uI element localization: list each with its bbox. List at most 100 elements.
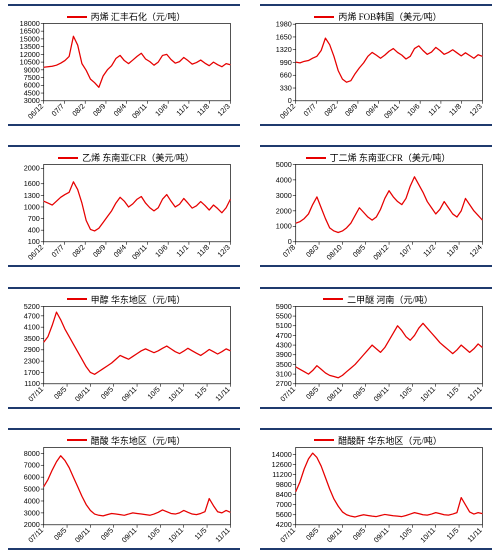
svg-text:08/5: 08/5 <box>304 526 320 542</box>
svg-text:3500: 3500 <box>276 360 292 369</box>
svg-text:08/10: 08/10 <box>325 243 344 262</box>
svg-text:1300: 1300 <box>24 191 40 200</box>
svg-text:3900: 3900 <box>276 350 292 359</box>
svg-text:11/5: 11/5 <box>193 526 209 542</box>
svg-text:11/9: 11/9 <box>445 243 461 259</box>
svg-text:10/6: 10/6 <box>153 102 169 118</box>
svg-text:09/11: 09/11 <box>120 384 139 403</box>
svg-text:10500: 10500 <box>20 58 40 67</box>
svg-text:08/9: 08/9 <box>91 243 107 259</box>
svg-text:5000: 5000 <box>24 484 40 493</box>
svg-text:11/11: 11/11 <box>213 526 231 544</box>
svg-text:1700: 1700 <box>24 368 40 377</box>
series-line <box>296 38 483 82</box>
svg-text:4500: 4500 <box>24 88 40 97</box>
svg-text:10/11: 10/11 <box>166 526 185 545</box>
chart-panel: 二甲醚 河南（元/吨）27003100350039004300470051005… <box>260 287 492 409</box>
svg-text:5200: 5200 <box>24 301 40 310</box>
svg-text:13500: 13500 <box>20 42 40 51</box>
svg-text:07/8: 07/8 <box>281 243 297 259</box>
svg-text:700: 700 <box>28 214 40 223</box>
chart-panel: 丙烯 汇丰石化（元/吨）3000450060007500900010500120… <box>8 4 240 126</box>
svg-text:660: 660 <box>280 71 292 80</box>
svg-text:08/11: 08/11 <box>325 526 344 545</box>
svg-text:10/11: 10/11 <box>418 384 437 403</box>
svg-text:09/11: 09/11 <box>130 243 149 262</box>
svg-text:4000: 4000 <box>24 496 40 505</box>
svg-text:11/8: 11/8 <box>447 102 463 118</box>
svg-text:09/5: 09/5 <box>351 243 367 259</box>
svg-text:3500: 3500 <box>24 334 40 343</box>
svg-text:10/5: 10/5 <box>397 384 413 400</box>
svg-text:09/5: 09/5 <box>99 384 115 400</box>
chart-svg: 01000200030004000500007/808/308/1009/509… <box>260 147 492 265</box>
series-line <box>44 36 231 87</box>
series-line <box>44 182 231 231</box>
svg-text:11/1: 11/1 <box>174 243 190 259</box>
svg-text:12/4: 12/4 <box>467 243 483 259</box>
svg-text:11200: 11200 <box>272 470 292 479</box>
svg-text:12/3: 12/3 <box>215 243 231 259</box>
svg-text:08/9: 08/9 <box>91 102 107 118</box>
svg-text:990: 990 <box>280 58 292 67</box>
svg-text:7500: 7500 <box>24 73 40 82</box>
svg-text:11/1: 11/1 <box>174 102 190 118</box>
svg-text:400: 400 <box>28 226 40 235</box>
svg-text:08/5: 08/5 <box>304 384 320 400</box>
svg-text:08/9: 08/9 <box>343 102 359 118</box>
svg-text:5600: 5600 <box>276 510 292 519</box>
svg-text:4700: 4700 <box>24 311 40 320</box>
svg-text:07/7: 07/7 <box>50 102 66 118</box>
svg-text:10/7: 10/7 <box>397 243 413 259</box>
svg-text:11/11: 11/11 <box>465 384 483 402</box>
svg-text:7000: 7000 <box>276 500 292 509</box>
svg-text:09/5: 09/5 <box>351 526 367 542</box>
chart-svg: 200030004000500060007000800007/1108/508/… <box>8 430 240 548</box>
svg-text:16500: 16500 <box>20 27 40 36</box>
svg-text:8400: 8400 <box>276 490 292 499</box>
svg-text:3000: 3000 <box>276 191 292 200</box>
svg-text:1000: 1000 <box>276 222 292 231</box>
chart-panel: 醋酸 华东地区（元/吨）2000300040005000600070008000… <box>8 428 240 550</box>
svg-text:08/11: 08/11 <box>73 384 92 403</box>
svg-text:1980: 1980 <box>276 20 292 29</box>
svg-text:1000: 1000 <box>24 203 40 212</box>
series-line <box>296 323 483 377</box>
svg-text:6000: 6000 <box>24 81 40 90</box>
svg-text:09/5: 09/5 <box>99 526 115 542</box>
chart-svg: 033066099013201650198006/1207/708/208/90… <box>260 6 492 124</box>
row-2: 乙烯 东南亚CFR（美元/吨）1004007001000130016002000… <box>8 145 492 267</box>
svg-text:12000: 12000 <box>20 50 40 59</box>
svg-text:09/12: 09/12 <box>371 243 390 262</box>
svg-text:08/5: 08/5 <box>52 384 68 400</box>
svg-text:08/2: 08/2 <box>70 243 86 259</box>
svg-text:09/4: 09/4 <box>112 243 128 259</box>
series-line <box>296 177 483 233</box>
svg-text:07/7: 07/7 <box>50 243 66 259</box>
svg-text:09/5: 09/5 <box>351 384 367 400</box>
svg-text:09/11: 09/11 <box>382 102 401 121</box>
svg-text:10/11: 10/11 <box>166 384 185 403</box>
svg-text:2000: 2000 <box>276 207 292 216</box>
svg-text:08/11: 08/11 <box>73 526 92 545</box>
svg-text:10/5: 10/5 <box>397 526 413 542</box>
svg-text:5100: 5100 <box>276 321 292 330</box>
chart-grid: 丙烯 汇丰石化（元/吨）3000450060007500900010500120… <box>0 0 500 554</box>
svg-text:09/4: 09/4 <box>364 102 380 118</box>
svg-text:11/8: 11/8 <box>195 243 211 259</box>
chart-panel: 醋酸酐 华东地区（元/吨）420056007000840098001120012… <box>260 428 492 550</box>
svg-text:9000: 9000 <box>24 65 40 74</box>
svg-text:10/11: 10/11 <box>418 526 437 545</box>
svg-text:11/8: 11/8 <box>195 102 211 118</box>
svg-text:7000: 7000 <box>24 461 40 470</box>
svg-text:10/6: 10/6 <box>405 102 421 118</box>
svg-text:3100: 3100 <box>276 369 292 378</box>
svg-text:08/11: 08/11 <box>325 384 344 403</box>
svg-text:330: 330 <box>280 83 292 92</box>
svg-text:1650: 1650 <box>276 32 292 41</box>
svg-text:08/2: 08/2 <box>70 102 86 118</box>
svg-text:11/2: 11/2 <box>421 243 437 259</box>
row-3: 甲醇 华东地区（元/吨）1100170023002900350041004700… <box>8 287 492 409</box>
series-line <box>296 453 483 517</box>
svg-text:18000: 18000 <box>20 19 40 28</box>
